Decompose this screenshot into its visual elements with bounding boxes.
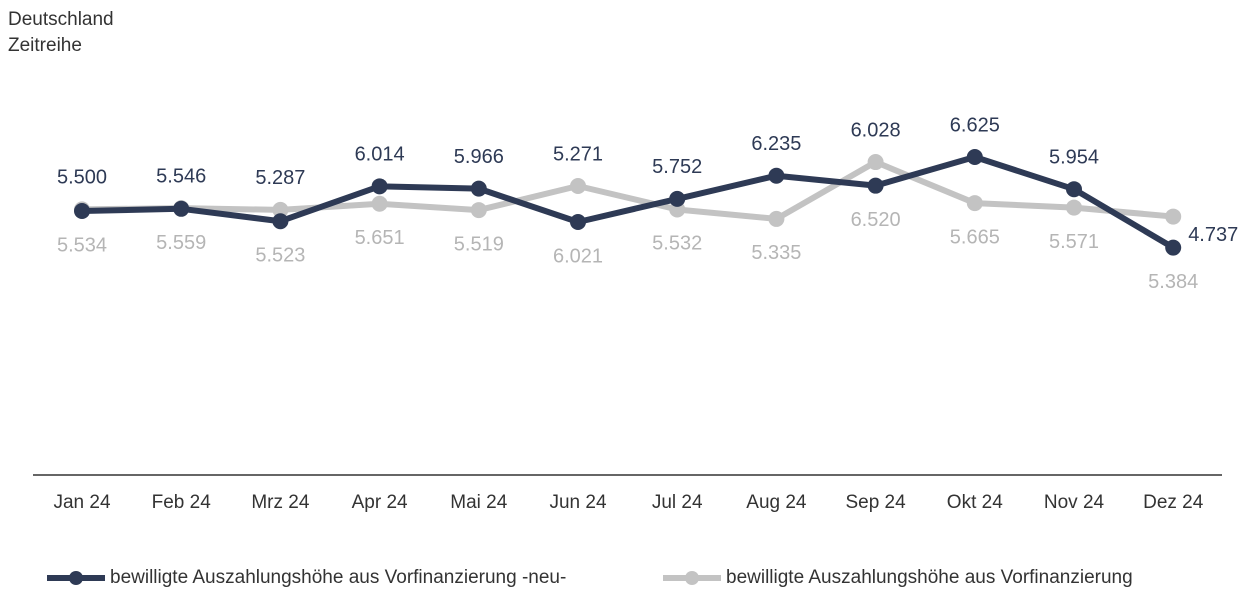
x-tick-label: Aug 24 bbox=[746, 492, 807, 513]
data-label: 5.752 bbox=[652, 156, 702, 178]
series-point bbox=[966, 195, 983, 212]
x-tick-label: Apr 24 bbox=[352, 492, 408, 513]
series-point bbox=[1066, 199, 1082, 216]
series-line bbox=[81, 159, 1174, 222]
x-tick-label: Dez 24 bbox=[1143, 492, 1204, 513]
x-tick-label: Jun 24 bbox=[549, 492, 606, 513]
series-point bbox=[867, 154, 884, 171]
data-label: 5.534 bbox=[57, 234, 107, 256]
series-point bbox=[272, 213, 289, 230]
data-label: 5.532 bbox=[652, 233, 702, 255]
data-label: 5.287 bbox=[255, 167, 305, 189]
series-point bbox=[272, 201, 289, 218]
series-point bbox=[74, 203, 90, 219]
data-label: 6.520 bbox=[851, 209, 901, 231]
data-label: 5.559 bbox=[156, 232, 206, 254]
x-tick-label: Jul 24 bbox=[652, 492, 703, 513]
data-label: 5.519 bbox=[454, 233, 504, 255]
series-point bbox=[768, 167, 785, 184]
x-tick-label: Jan 24 bbox=[53, 492, 110, 513]
data-label: 6.625 bbox=[950, 114, 1000, 136]
x-tick-label: Mrz 24 bbox=[251, 492, 310, 513]
x-tick-label: Mai 24 bbox=[450, 492, 507, 513]
legend-label: bewilligte Auszahlungshöhe aus Vorfinanz… bbox=[110, 567, 566, 588]
data-label: 6.028 bbox=[851, 119, 901, 141]
series-point bbox=[669, 190, 686, 207]
data-label: 5.546 bbox=[156, 165, 206, 187]
x-tick-label: Feb 24 bbox=[152, 492, 212, 513]
series-point bbox=[867, 177, 884, 194]
legend-swatch-dot bbox=[685, 571, 699, 585]
series-point bbox=[1165, 208, 1182, 225]
data-label: 6.235 bbox=[751, 133, 801, 155]
x-tick-label: Okt 24 bbox=[947, 492, 1003, 513]
series-point bbox=[1165, 239, 1182, 256]
data-label: 4.737 bbox=[1188, 224, 1238, 246]
data-label: 5.500 bbox=[57, 167, 107, 189]
series-point bbox=[768, 210, 785, 227]
series-point bbox=[470, 202, 487, 219]
x-tick-label: Nov 24 bbox=[1044, 492, 1105, 513]
series-point bbox=[1066, 181, 1082, 198]
chart-title: Deutschland bbox=[8, 9, 114, 30]
series-point bbox=[966, 149, 983, 165]
data-label: 6.021 bbox=[553, 245, 603, 267]
series-point bbox=[173, 200, 190, 217]
data-label: 5.523 bbox=[255, 245, 305, 267]
series-line bbox=[81, 154, 1175, 251]
legend-label: bewilligte Auszahlungshöhe aus Vorfinanz… bbox=[726, 567, 1133, 588]
series-point bbox=[371, 195, 388, 212]
data-label: 5.954 bbox=[1049, 146, 1099, 168]
series-point bbox=[470, 180, 487, 197]
data-label: 6.014 bbox=[355, 144, 405, 166]
chart-subtitle: Zeitreihe bbox=[8, 35, 82, 56]
series-point bbox=[570, 213, 586, 230]
series-point bbox=[570, 177, 586, 194]
x-tick-label: Sep 24 bbox=[845, 492, 906, 513]
data-label: 5.665 bbox=[950, 226, 1000, 248]
series-point bbox=[371, 178, 388, 195]
legend-swatch-dot bbox=[69, 571, 83, 585]
data-label: 5.966 bbox=[454, 146, 504, 168]
data-label: 5.384 bbox=[1148, 271, 1198, 293]
data-label: 5.571 bbox=[1049, 231, 1099, 253]
data-label: 5.335 bbox=[751, 242, 801, 264]
data-label: 5.651 bbox=[355, 227, 405, 249]
data-label: 5.271 bbox=[553, 143, 603, 165]
